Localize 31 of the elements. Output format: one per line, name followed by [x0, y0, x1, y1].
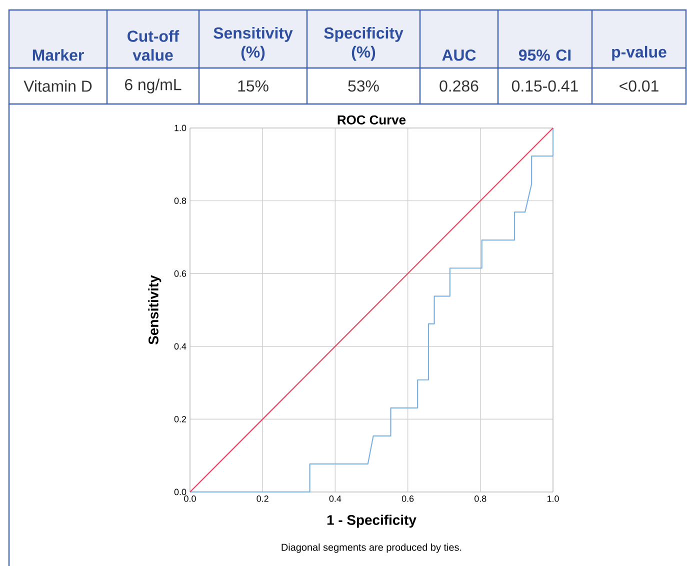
text: 6 ng/mL [125, 78, 182, 94]
text: <0.01 [620, 80, 658, 92]
text: 0.286 [440, 80, 478, 92]
x-tick-label: 0.4 [329, 496, 342, 502]
text: 53% [348, 80, 379, 92]
text: Diagonal segments are produced by ties. [282, 544, 462, 553]
y-tick-label: 0.4 [174, 343, 186, 350]
category-label: 95% CI [518, 50, 570, 61]
x-axis-title: 1 - Specificity [327, 514, 416, 528]
text: Vitamin D [24, 80, 92, 92]
x-tick-label: 1.0 [547, 496, 559, 502]
x-tick-label: 0.6 [402, 496, 414, 502]
y-tick-label: 0.0 [174, 488, 186, 496]
category-label: Specificity (%) [324, 27, 404, 61]
category-label: p-value [612, 46, 666, 61]
x-tick-label: 0.2 [256, 496, 268, 502]
category-label: Sensitivity (%) [214, 27, 293, 61]
y-tick-label: 0.8 [174, 198, 186, 204]
y-tick-label: 1.0 [174, 124, 186, 132]
y-axis-title: Sensitivity [148, 275, 162, 344]
x-tick-label: 0.0 [184, 496, 196, 502]
x-tick-label: 0.8 [474, 496, 486, 502]
chart-title: ROC Curve [338, 115, 406, 124]
line-series [189, 127, 554, 493]
y-tick-label: 0.2 [174, 416, 186, 422]
category-label: Marker [32, 49, 84, 61]
category-label: Cut-off value [128, 30, 180, 61]
y-tick-label: 0.6 [174, 270, 186, 277]
text: 15% [238, 80, 268, 92]
category-label: AUC [442, 50, 476, 61]
text: 0.15-0.41 [512, 80, 578, 92]
